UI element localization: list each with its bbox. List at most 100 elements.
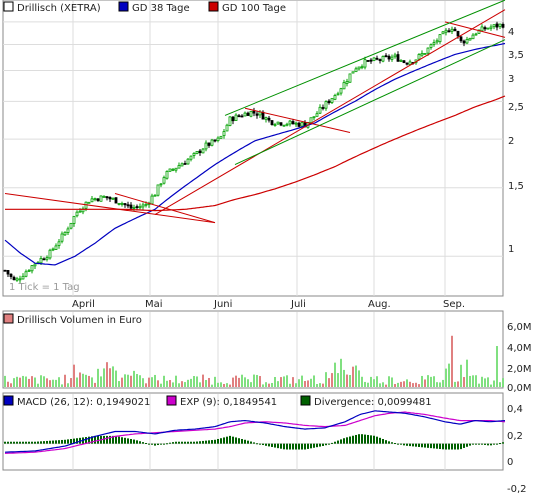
volume-bar xyxy=(436,382,438,387)
divergence-bar xyxy=(499,443,501,445)
x-tick-label: Mai xyxy=(145,299,163,310)
volume-bar xyxy=(136,374,138,387)
divergence-bar xyxy=(502,442,504,444)
volume-bar xyxy=(358,370,360,387)
volume-bar xyxy=(400,381,402,387)
divergence-bar xyxy=(322,443,324,447)
candle-body xyxy=(327,100,331,104)
divergence-bar xyxy=(214,439,216,444)
divergence-bar xyxy=(433,443,435,449)
divergence-bar xyxy=(190,441,192,444)
candle-body xyxy=(432,42,436,45)
volume-bar xyxy=(397,382,399,387)
volume-bar xyxy=(457,381,459,387)
volume-bar xyxy=(259,376,261,387)
candle-body xyxy=(162,177,166,184)
candle-body xyxy=(375,57,379,60)
candle-body xyxy=(462,40,466,44)
candle-body xyxy=(369,59,373,62)
volume-bar xyxy=(142,378,144,387)
volume-bar xyxy=(499,382,501,387)
divergence-bar xyxy=(58,440,60,444)
volume-bar xyxy=(214,376,216,387)
divergence-bar xyxy=(13,441,15,444)
divergence-bar xyxy=(280,443,282,449)
divergence-bar xyxy=(466,443,468,447)
candle-body xyxy=(321,107,325,109)
y-tick-label: 1 xyxy=(508,244,514,255)
candle-body xyxy=(201,148,205,154)
volume-bar xyxy=(430,376,432,387)
candle-body xyxy=(384,55,388,58)
legend-swatch xyxy=(3,395,14,406)
volume-bar xyxy=(367,382,369,387)
candle-body xyxy=(69,222,73,229)
candle-body xyxy=(3,269,7,272)
candle-body xyxy=(48,249,52,259)
candle-body xyxy=(225,124,229,132)
candle-body xyxy=(39,257,43,264)
candle-body xyxy=(204,142,208,150)
candle-body xyxy=(72,215,76,224)
y-tick-label: 3,5 xyxy=(508,50,524,61)
candle-body xyxy=(243,112,247,117)
volume-bar xyxy=(196,376,198,387)
divergence-bar xyxy=(469,443,471,446)
divergence-bar xyxy=(178,441,180,444)
volume-bar xyxy=(175,375,177,387)
candle-body xyxy=(252,110,256,114)
candle-body xyxy=(87,201,91,204)
divergence-bar xyxy=(463,443,465,448)
candle-body xyxy=(360,66,364,69)
divergence-bar xyxy=(166,443,168,445)
divergence-bar xyxy=(199,441,201,444)
divergence-bar xyxy=(484,443,486,445)
y-tick-label: 0,4 xyxy=(507,404,523,415)
divergence-bar xyxy=(400,443,402,445)
divergence-bar xyxy=(10,441,12,444)
volume-y-axis: 6,0M 4,0M 2,0M 0,0M xyxy=(507,322,532,394)
legend-label: EXP (9): 0,1849541 xyxy=(180,397,277,408)
y-tick-label: 2,0M xyxy=(507,364,532,375)
volume-bar xyxy=(418,384,420,387)
volume-bar xyxy=(325,372,327,387)
divergence-bar xyxy=(448,443,450,450)
candle-body xyxy=(96,198,100,202)
volume-bar xyxy=(118,381,120,387)
volume-bar xyxy=(373,379,375,387)
divergence-bar xyxy=(37,441,39,444)
volume-bar xyxy=(25,376,27,387)
divergence-bar xyxy=(154,443,156,446)
candle-body xyxy=(465,39,469,44)
divergence-bar xyxy=(394,443,396,445)
candle-body xyxy=(246,112,250,116)
volume-bar xyxy=(328,378,330,387)
divergence-bar xyxy=(427,443,429,448)
divergence-bar xyxy=(403,443,405,446)
candle-body xyxy=(189,155,193,160)
volume-bar xyxy=(238,377,240,387)
candle-body xyxy=(171,168,175,171)
divergence-bar xyxy=(31,441,33,444)
candle-body xyxy=(309,117,313,124)
volume-bar xyxy=(190,378,192,387)
divergence-bar xyxy=(19,441,21,444)
y-tick-label: 4 xyxy=(508,27,514,38)
volume-bar xyxy=(364,381,366,387)
volume-bar xyxy=(37,383,39,387)
candle-body xyxy=(114,197,118,204)
divergence-bar xyxy=(94,435,96,444)
volume-bar xyxy=(178,383,180,387)
y-tick-label: 4,0M xyxy=(507,343,532,354)
divergence-bar xyxy=(397,443,399,445)
gd38-line xyxy=(4,42,506,266)
divergence-bar xyxy=(310,443,312,449)
volume-bar xyxy=(10,383,12,387)
candle-body xyxy=(276,121,280,125)
divergence-bar xyxy=(346,437,348,444)
volume-bar xyxy=(202,374,204,387)
candle-body xyxy=(492,24,496,28)
volume-bar xyxy=(319,383,321,387)
volume-bar xyxy=(274,376,276,387)
divergence-bar xyxy=(457,443,459,450)
